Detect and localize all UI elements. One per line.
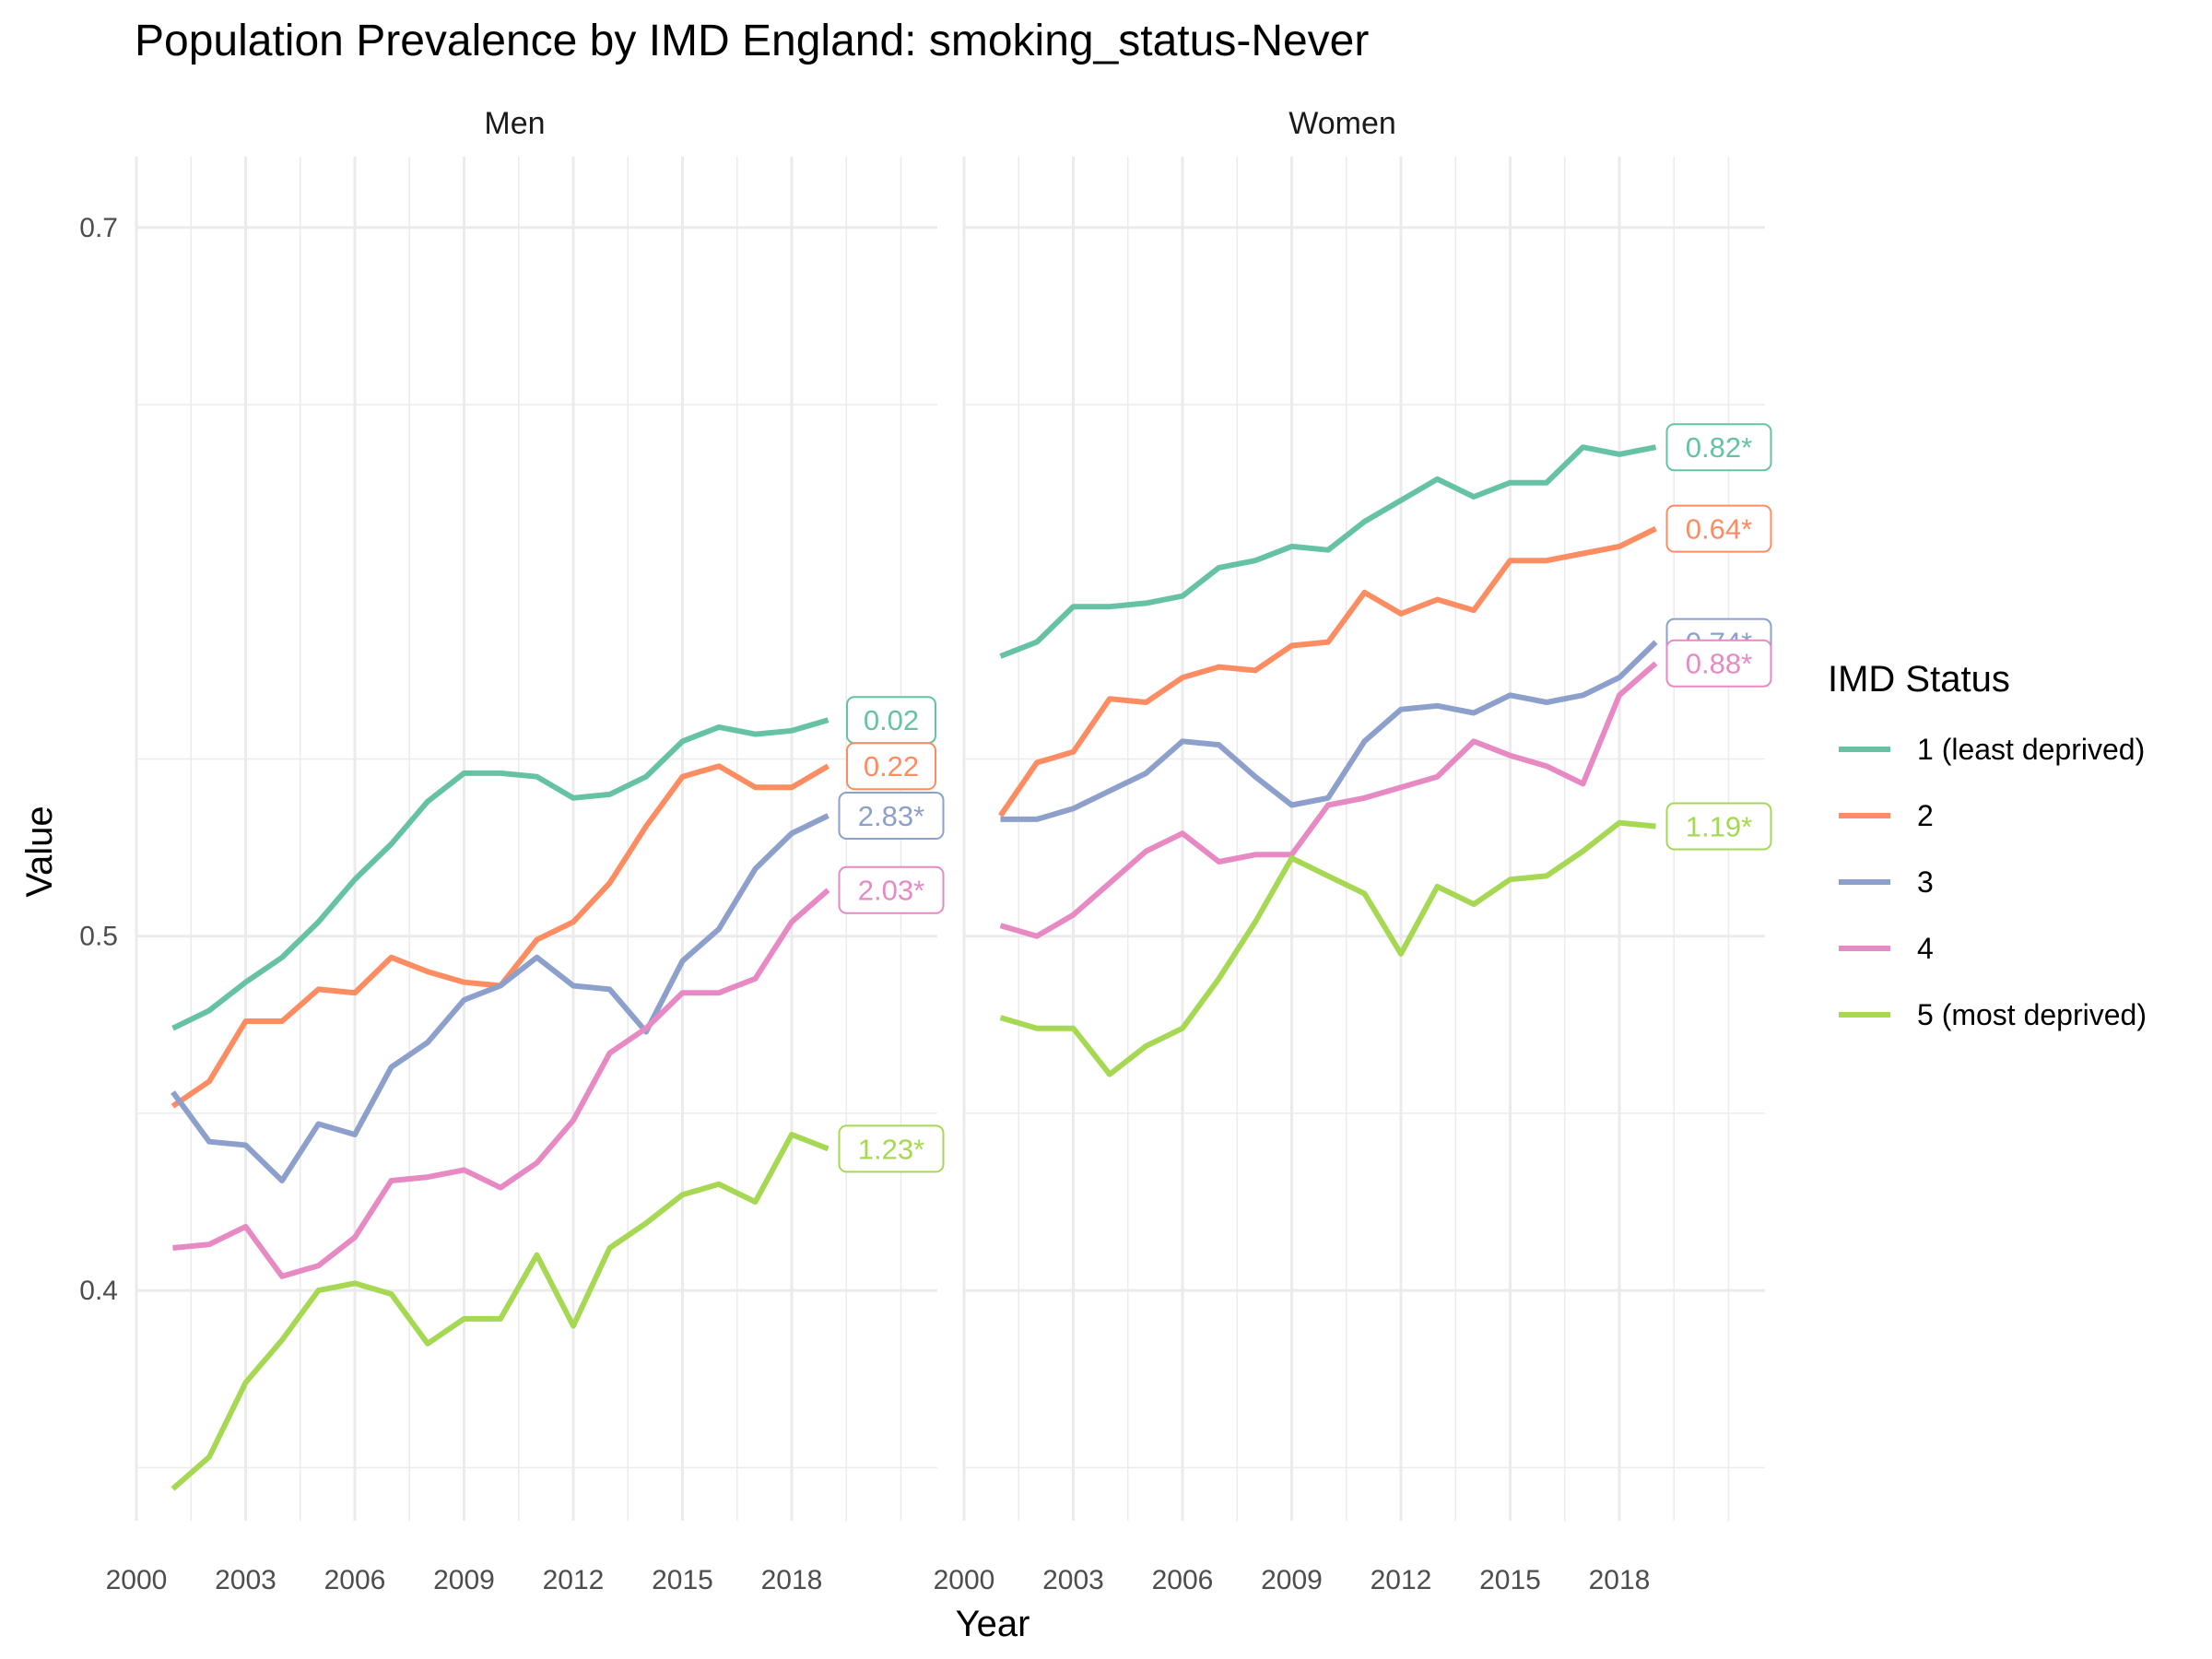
series-badge: 0.02 <box>846 696 936 745</box>
series-badge: 0.64* <box>1665 504 1772 553</box>
badge-label: 0.88* <box>1686 648 1752 680</box>
legend-label: 5 (most deprived) <box>1917 998 2147 1031</box>
legend-item: 4 <box>1839 932 1934 965</box>
series-lines <box>998 444 1658 1077</box>
legend-label: 2 <box>1917 799 1934 832</box>
x-tick-label: 2009 <box>433 1565 495 1595</box>
badge-box <box>1665 802 1772 851</box>
x-tick-label: 2003 <box>215 1565 276 1595</box>
series-line <box>998 525 1657 818</box>
badge-box <box>838 1124 945 1173</box>
legend-item: 1 (least deprived) <box>1839 733 2145 766</box>
y-tick-label: 0.5 <box>79 922 118 952</box>
x-tick-label: 2006 <box>1152 1565 1214 1595</box>
badge-box <box>838 792 945 841</box>
legend-item: 3 <box>1839 865 1934 899</box>
chart-title: Population Prevalence by IMD England: sm… <box>135 17 1369 65</box>
legend-item: 2 <box>1839 799 1934 832</box>
series-lines <box>171 717 830 1491</box>
facet-strip-label: Men <box>484 106 545 141</box>
badge-label: 2.03* <box>858 875 924 907</box>
badge-box <box>838 865 945 914</box>
x-tick-label: 2000 <box>106 1565 168 1595</box>
x-tick-label: 2006 <box>324 1565 386 1595</box>
x-tick-label: 2012 <box>543 1565 605 1595</box>
badge-label: 0.82* <box>1686 431 1752 464</box>
series-badges: 0.82*0.64*0.74*0.88*1.19* <box>1665 423 1772 851</box>
y-axis-title: Value <box>19 806 60 897</box>
y-tick-label: 0.4 <box>79 1276 118 1306</box>
x-tick-label: 2018 <box>1589 1565 1651 1595</box>
series-line <box>172 888 830 1279</box>
legend-title: IMD Status <box>1828 659 2010 700</box>
series-line <box>1000 640 1658 822</box>
legend-label: 1 (least deprived) <box>1917 733 2145 766</box>
x-axis-title: Year <box>956 1604 1030 1644</box>
x-tick-label: 2000 <box>934 1565 995 1595</box>
panel-grid <box>962 157 1765 1521</box>
series-badge: 1.23* <box>838 1124 945 1173</box>
series-line <box>999 661 1658 939</box>
series-badge: 0.88* <box>1665 639 1772 688</box>
badge-label: 2.83* <box>858 800 924 832</box>
x-tick-label: 2015 <box>1479 1565 1541 1595</box>
badge-box <box>1665 423 1772 472</box>
badge-box <box>846 742 936 791</box>
series-badges: 0.02 0.22 2.83* 2.03* 1.23* <box>838 696 945 1173</box>
series-badge: 0.82* <box>1665 423 1772 472</box>
badge-box <box>1665 504 1772 553</box>
series-badge: 1.19* <box>1665 802 1772 851</box>
panel-women: Women 2000 2003 2006 2009 2012 2015 2018 0.82* 0.… <box>934 106 1772 1595</box>
legend-item: 5 (most deprived) <box>1839 998 2147 1031</box>
x-tick-label: 2012 <box>1371 1565 1432 1595</box>
facet-strip-label: Women <box>1288 106 1396 141</box>
series-line <box>171 1132 830 1491</box>
series-badge: 2.83* <box>838 792 945 841</box>
series-line <box>171 813 830 1183</box>
series-badge: 0.22 <box>846 742 936 791</box>
badge-label: 1.23* <box>858 1133 924 1165</box>
x-tick-label: 2018 <box>761 1565 823 1595</box>
y-tick-label: 0.7 <box>79 213 118 243</box>
panel-men: Men 2000 2003 2006 2009 2012 2015 2018 0.02 0.22 2… <box>106 106 945 1595</box>
legend-label: 4 <box>1917 932 1934 965</box>
badge-label: 0.64* <box>1686 513 1752 546</box>
panel-grid <box>135 157 937 1521</box>
series-line <box>999 444 1657 659</box>
x-tick-label: 2003 <box>1042 1565 1104 1595</box>
series-badge: 2.03* <box>838 865 945 914</box>
badge-label: 1.19* <box>1686 811 1752 843</box>
x-tick-label: 2015 <box>652 1565 713 1595</box>
x-tick-label: 2009 <box>1261 1565 1323 1595</box>
legend-label: 3 <box>1917 865 1934 899</box>
badge-box <box>1665 639 1772 688</box>
series-line <box>999 819 1656 1077</box>
badge-label: 0.22 <box>864 750 919 782</box>
series-line <box>171 717 830 1031</box>
badge-label: 0.02 <box>864 704 919 736</box>
